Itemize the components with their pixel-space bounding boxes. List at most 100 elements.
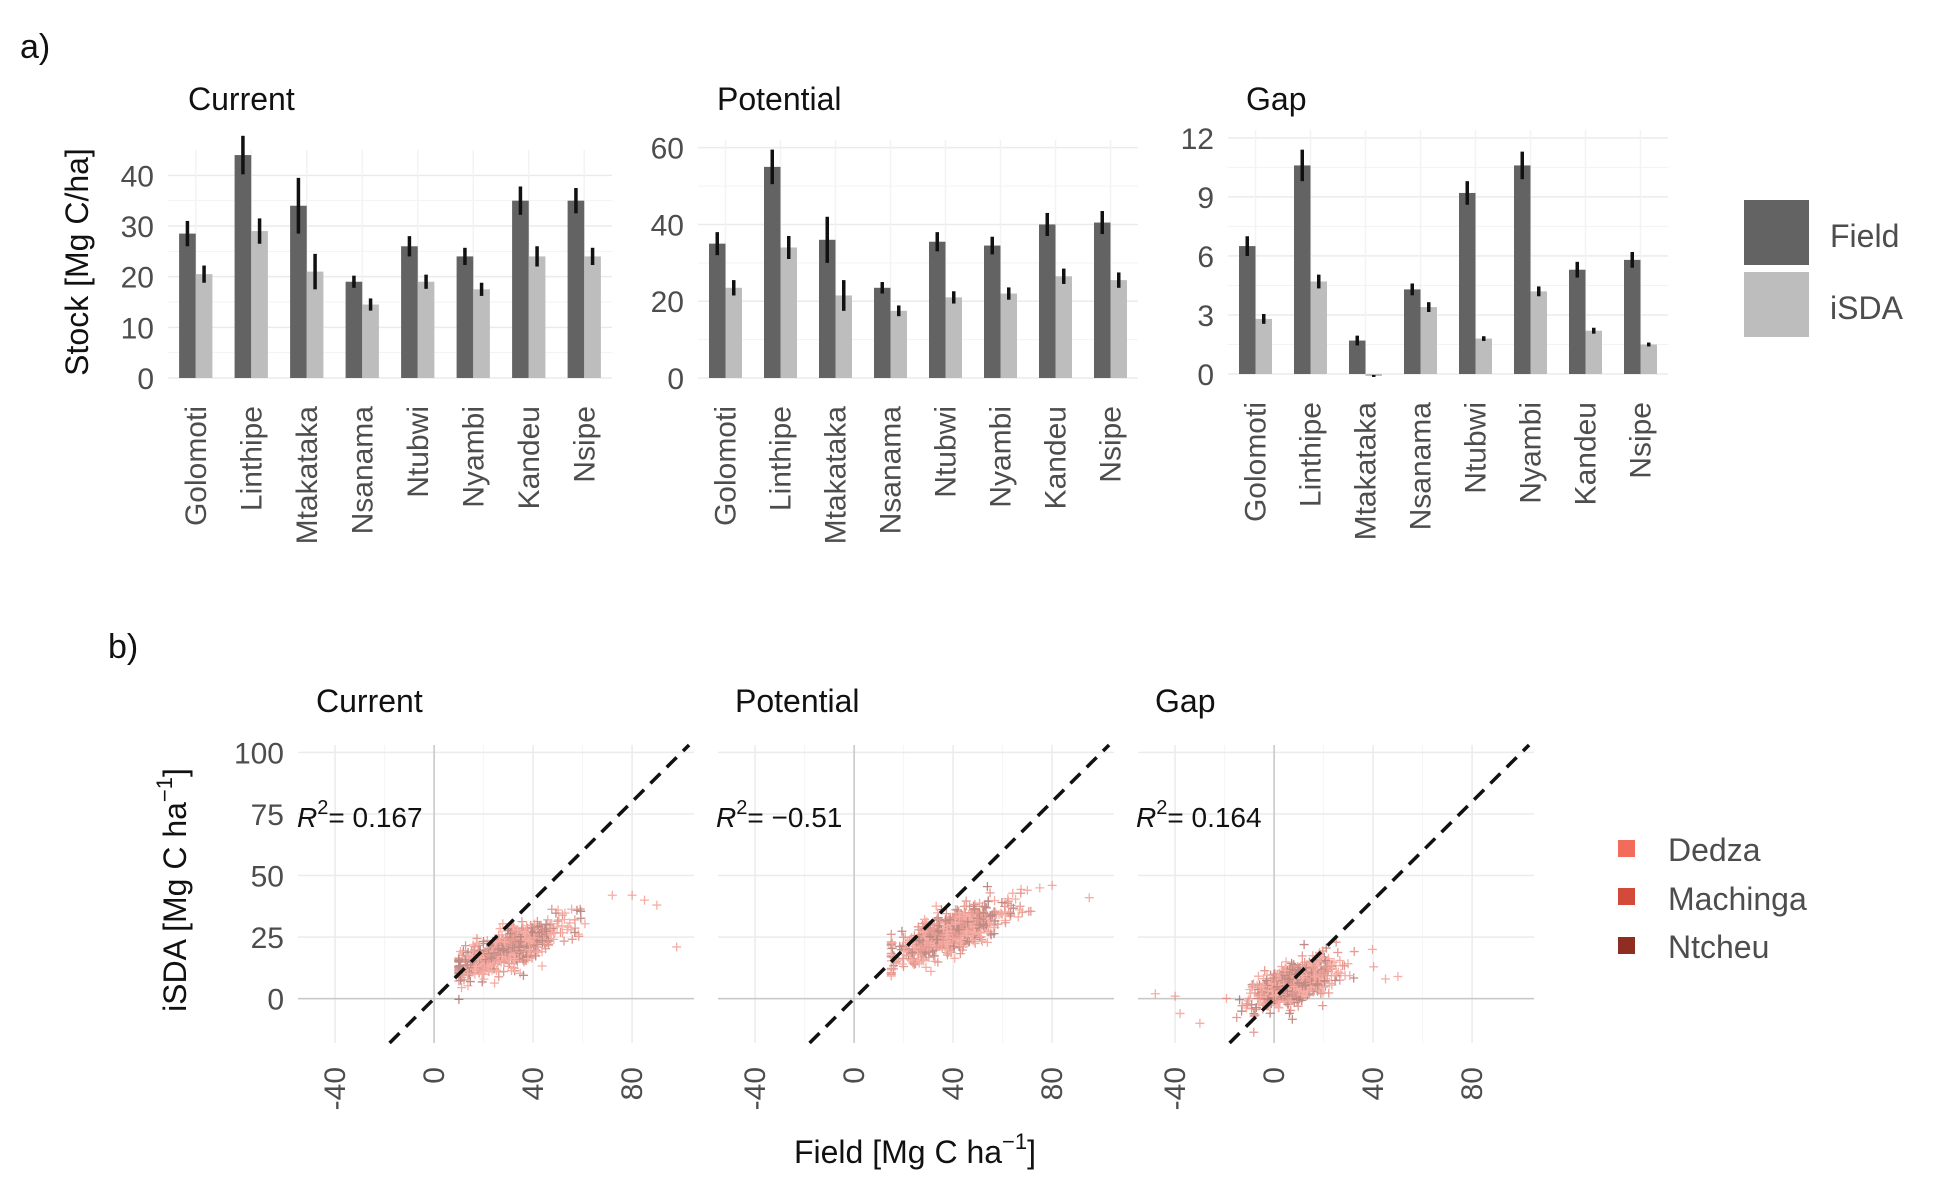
scatter-point (978, 908, 988, 918)
scatter-point (486, 953, 496, 963)
scatter-point (559, 936, 569, 946)
scatter-point (454, 994, 464, 1004)
bar-field-nyambi (984, 245, 1001, 378)
scatter-point (942, 950, 952, 960)
scatter-point (894, 955, 904, 965)
x-tick-label-nyambi: Nyambi (457, 406, 490, 508)
scatter-point (1325, 978, 1335, 988)
scatter-point (982, 937, 992, 947)
scatter-point (1271, 990, 1281, 1000)
scatter-point (931, 901, 941, 911)
scatter-point (508, 943, 518, 953)
facet-title-b-current: Current (316, 683, 423, 719)
scatter-point (1022, 885, 1032, 895)
bar-field-nsanama (1404, 289, 1421, 374)
scatter-point (502, 947, 512, 957)
scatter-point (961, 896, 971, 906)
scatter-panel-b-potential: Potential -40 0 40 80 R2= −0.51 (716, 683, 1114, 1110)
bar-isda-nsanama (890, 310, 907, 378)
y-tick-label: 0 (1197, 359, 1214, 392)
scatter-point (494, 930, 504, 940)
x-tick-label: 40 (1357, 1067, 1390, 1100)
bar-isda-nyambi (473, 289, 490, 378)
x-tick-label-nyambi: Nyambi (985, 406, 1018, 508)
scatter-point (1322, 961, 1332, 971)
legend-label-machinga: Machinga (1668, 881, 1807, 917)
scatter-point (1247, 1000, 1257, 1010)
bar-isda-nsipe (584, 256, 601, 378)
identity-line (1228, 743, 1531, 1045)
scatter-y-axis-title-close: ] (157, 768, 193, 777)
scatter-point (887, 938, 897, 948)
scatter-point (1249, 979, 1259, 989)
bar-isda-mtakataka (306, 271, 324, 378)
scatter-point (497, 951, 507, 961)
scatter-point (543, 939, 553, 949)
scatter-point (1272, 995, 1282, 1005)
scatter-point (985, 888, 995, 898)
bar-y-axis-title: Stock [Mg C/ha] (59, 148, 95, 376)
legend-label-dedza: Dedza (1668, 832, 1761, 868)
scatter-point (1221, 993, 1231, 1003)
scatter-point (945, 915, 955, 925)
scatter-point (907, 948, 917, 958)
bar-isda-kandeu (528, 256, 546, 378)
scatter-point (1246, 988, 1256, 998)
scatter-point (970, 904, 980, 914)
y-tick-label: 40 (651, 209, 684, 242)
bar-field-kandeu (512, 200, 529, 378)
bar-field-mtakataka (1349, 340, 1366, 374)
scatter-point (518, 970, 528, 980)
scatter-point (491, 965, 501, 975)
scatter-point (1011, 894, 1021, 904)
x-tick-label: 0 (418, 1067, 451, 1084)
scatter-point (525, 945, 535, 955)
scatter-point (898, 932, 908, 942)
x-tick-label-linthipe: Linthipe (765, 406, 798, 511)
scatter-point (990, 896, 1000, 906)
scatter-point (518, 923, 528, 933)
x-tick-label-nsanama: Nsanama (875, 406, 908, 535)
scatter-point (1299, 987, 1309, 997)
scatter-point (1284, 975, 1294, 985)
bar-field-linthipe (234, 155, 252, 378)
bar-isda-nsipe (1110, 280, 1127, 378)
y-tick-label: 30 (121, 211, 154, 244)
scatter-point (1008, 903, 1018, 913)
r-squared-symbol: R (1136, 802, 1156, 833)
scatter-point (490, 955, 500, 965)
scatter-point (540, 924, 550, 934)
scatter-point (989, 929, 999, 939)
bar-field-nsanama (874, 287, 891, 378)
bar-panel-a-gap: Gap 0 3 6 9 12 Golomoti Linthipe Mtakataka Nsanam… (1181, 81, 1668, 540)
x-tick-label: 0 (1258, 1067, 1291, 1084)
x-tick-label-mtakataka: Mtakataka (820, 406, 853, 545)
identity-line (388, 743, 691, 1045)
bar-panel-a-current: Current 0 10 20 30 40 Golomoti Linthipe Mtakatak… (121, 81, 612, 544)
scatter-point (1260, 966, 1270, 976)
scatter-point (562, 925, 572, 935)
scatter-point (565, 918, 575, 928)
r-squared-exponent: 2 (1156, 797, 1167, 819)
x-tick-label: 80 (616, 1067, 649, 1100)
scatter-point (1322, 971, 1332, 981)
x-tick-label-ntubwi: Ntubwi (402, 406, 435, 498)
scatter-point (1084, 893, 1094, 903)
scatter-point (1333, 947, 1343, 957)
scatter-point (486, 961, 496, 971)
scatter-point (460, 954, 470, 964)
scatter-point (457, 983, 467, 993)
y-tick-label: 6 (1197, 241, 1214, 274)
y-tick-label: 60 (651, 133, 684, 166)
scatter-point (510, 955, 520, 965)
scatter-point (886, 950, 896, 960)
panel-label-b: b) (108, 628, 138, 666)
scatter-point (1256, 992, 1266, 1002)
scatter-point (1005, 908, 1015, 918)
scatter-point (640, 895, 649, 905)
r-squared-annotation: R2= 0.167 (297, 797, 423, 833)
scatter-point (1016, 888, 1026, 898)
scatter-point (1349, 947, 1359, 957)
bar-field-nsipe (1094, 222, 1111, 378)
scatter-point (920, 934, 930, 944)
